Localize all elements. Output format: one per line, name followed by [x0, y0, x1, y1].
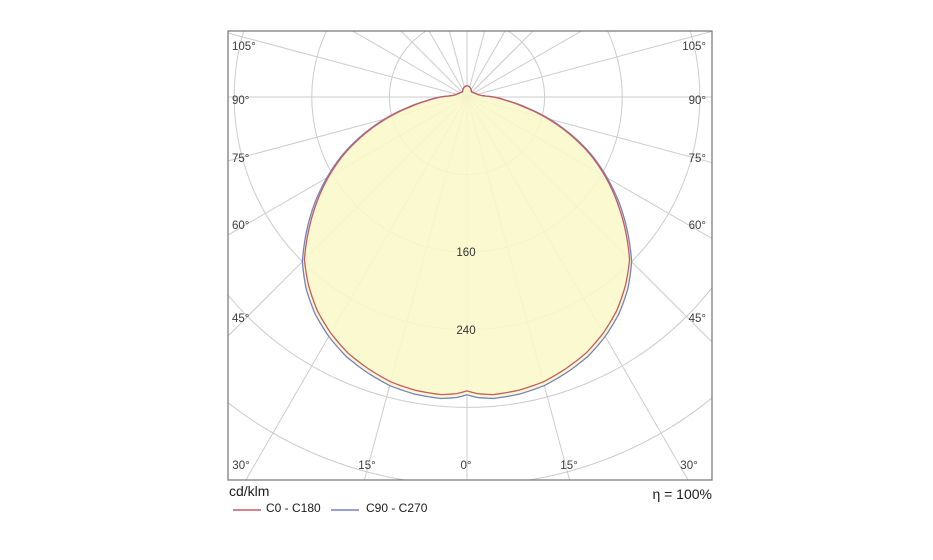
grid-radial-L120	[351, 31, 468, 98]
ring-label-240: 240	[456, 325, 475, 337]
c90-c270-curve	[301, 85, 633, 400]
angle-label-bottom-0-30°: 30°	[232, 460, 249, 472]
grid-radial-L75	[228, 96, 468, 162]
angle-label-left-60°: 60°	[232, 220, 249, 232]
legend-line-c90-c270	[331, 509, 359, 511]
grid-radial-R120	[466, 31, 583, 98]
units-label: cd/klm	[229, 483, 270, 499]
angle-label-left-105°: 105°	[232, 41, 256, 53]
angle-label-bottom-4-30°: 30°	[680, 460, 697, 472]
grid-radial-R105	[466, 31, 712, 98]
angle-label-right-105°: 105°	[682, 41, 706, 53]
angle-label-right-45°: 45°	[689, 313, 706, 325]
angle-label-bottom-2-0°: 0°	[461, 460, 472, 472]
angle-label-left-90°: 90°	[232, 95, 249, 107]
efficiency-label: η = 100%	[652, 486, 712, 502]
legend-line-c0-c180	[233, 509, 261, 511]
radial-tick-labels: 160 240	[456, 247, 475, 337]
angle-label-bottom-1-15°: 15°	[358, 460, 375, 472]
angle-label-left-75°: 75°	[232, 153, 249, 165]
angle-label-right-75°: 75°	[689, 153, 706, 165]
ring-label-160: 160	[456, 247, 475, 259]
angle-label-right-90°: 90°	[689, 95, 706, 107]
angle-label-left-45°: 45°	[232, 313, 249, 325]
legend-label-c90-c270: C90 - C270	[366, 501, 428, 515]
grid-radial-L105	[228, 32, 468, 98]
angle-label-bottom-3-15°: 15°	[560, 460, 577, 472]
legend-label-c0-c180: C0 - C180	[266, 501, 321, 515]
angle-tick-labels: 105° 90° 75° 60° 45° 105° 90° 75° 60° 45° 30° 15° 0°…	[232, 41, 706, 472]
plot-border	[227, 30, 713, 481]
c0-c180-curve	[303, 85, 631, 396]
angle-label-right-60°: 60°	[689, 220, 706, 232]
intensity-curves	[301, 85, 633, 400]
grid-radial-R75	[466, 96, 712, 164]
